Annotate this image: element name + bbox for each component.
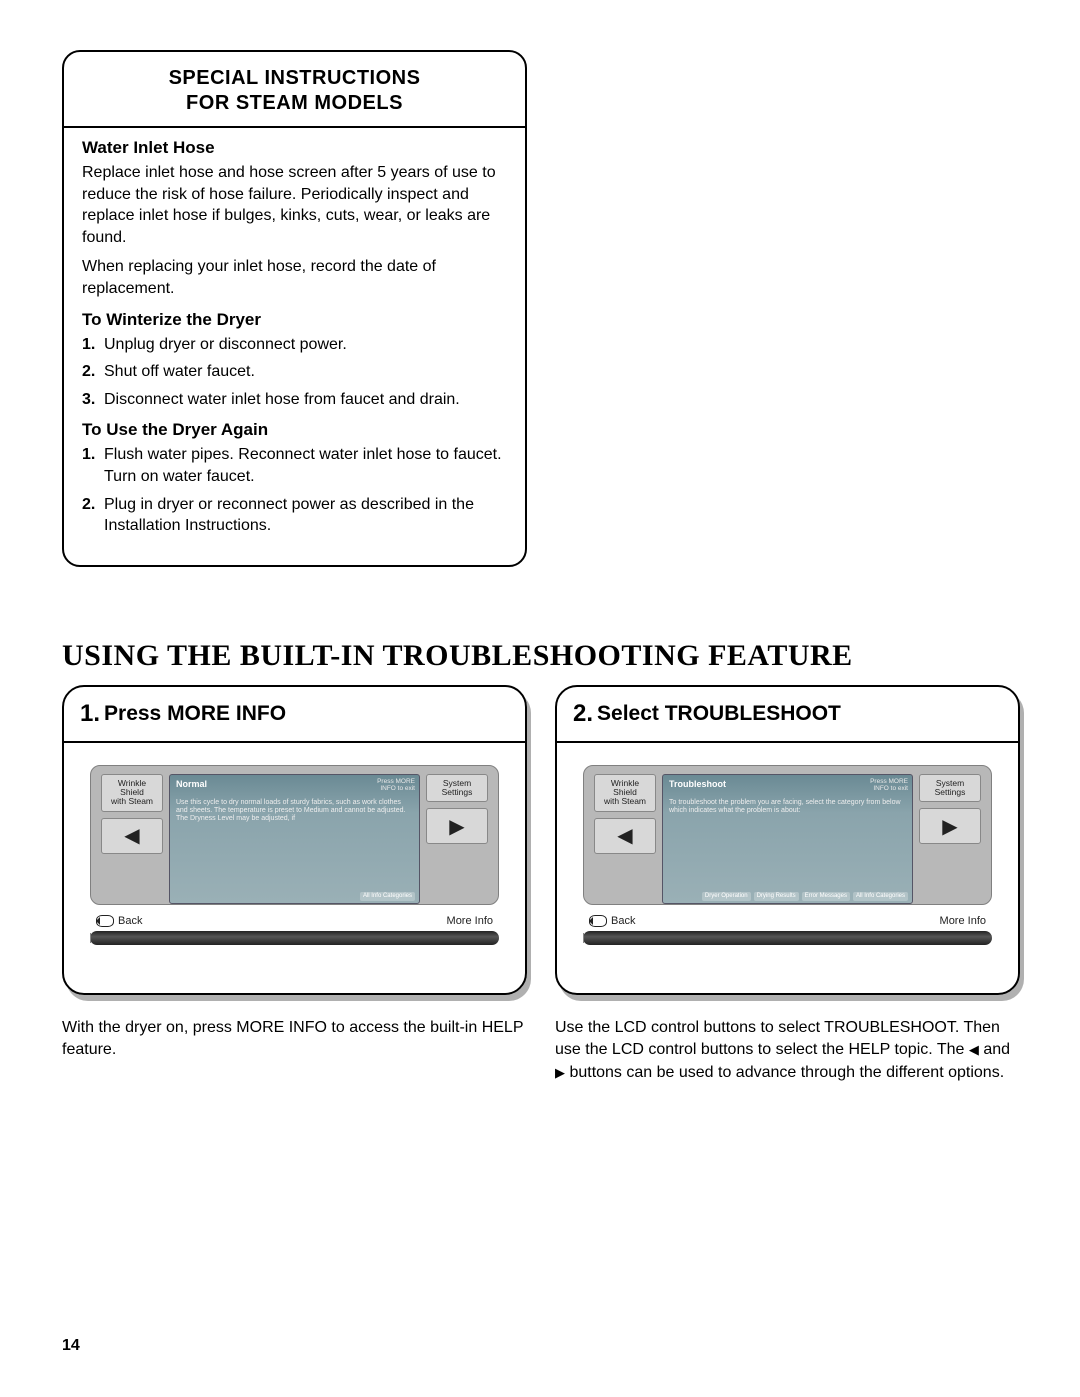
left-side: Wrinkle Shield with Steam ◀ — [594, 774, 656, 904]
panel-num: 1. — [80, 700, 100, 728]
more-info-label: More Info — [940, 915, 986, 927]
lcd-screen: Normal Press MORE INFO to exit Use this … — [169, 774, 420, 904]
lcd-screen: Troubleshoot Press MORE INFO to exit To … — [662, 774, 913, 904]
device-bottom-row: Back More Info — [90, 915, 499, 927]
caption-text: Use the LCD control buttons to select TR… — [555, 1019, 1010, 1081]
panels-row: 1. Press MORE INFO Wrinkle Shield with S… — [62, 685, 1020, 1084]
triangle-left-icon: ◀ — [969, 1042, 979, 1057]
use-again-steps: Flush water pipes. Reconnect water inlet… — [82, 444, 507, 536]
divider — [64, 126, 525, 128]
winterize-steps: Unplug dryer or disconnect power. Shut o… — [82, 334, 507, 411]
panel-body: Wrinkle Shield with Steam ◀ Normal Press… — [64, 743, 525, 945]
triangle-right-icon: ▶ — [555, 1065, 565, 1080]
panel-col-1: 1. Press MORE INFO Wrinkle Shield with S… — [62, 685, 527, 1084]
back-group: Back — [96, 915, 142, 927]
screen-hint: Press MORE INFO to exit — [870, 778, 908, 793]
back-icon — [96, 915, 114, 927]
panel-title: Select TROUBLESHOOT — [597, 702, 841, 726]
para: When replacing your inlet hose, record t… — [82, 256, 507, 299]
subhead-winterize: To Winterize the Dryer — [82, 310, 507, 330]
section-title: USING THE BUILT-IN TROUBLESHOOTING FEATU… — [62, 639, 1020, 673]
left-side: Wrinkle Shield with Steam ◀ — [101, 774, 163, 904]
special-instructions-box: SPECIAL INSTRUCTIONS FOR STEAM MODELS Wa… — [62, 50, 527, 567]
device-bottom-row: Back More Info — [583, 915, 992, 927]
panel-box-2: 2. Select TROUBLESHOOT Wrinkle Shield wi… — [555, 685, 1020, 995]
screen-tab: Drying Results — [754, 892, 799, 901]
screen-hint: Press MORE INFO to exit — [377, 778, 415, 793]
panel-header: 2. Select TROUBLESHOOT — [557, 687, 1018, 743]
panel-caption: Use the LCD control buttons to select TR… — [555, 1017, 1020, 1084]
screen-tabs: All Info Categories — [360, 892, 415, 901]
right-arrow-button[interactable]: ▶ — [919, 808, 981, 844]
panel-title: Press MORE INFO — [104, 702, 286, 726]
screen-tab: All Info Categories — [360, 892, 415, 901]
back-label: Back — [118, 915, 142, 927]
left-arrow-button[interactable]: ◀ — [101, 818, 163, 854]
slider-bar[interactable] — [90, 931, 499, 945]
para: Replace inlet hose and hose screen after… — [82, 162, 507, 248]
wrinkle-shield-label: Wrinkle Shield with Steam — [594, 774, 656, 812]
right-arrow-button[interactable]: ▶ — [426, 808, 488, 844]
more-info-label: More Info — [447, 915, 493, 927]
subhead-use-again: To Use the Dryer Again — [82, 420, 507, 440]
right-side: System Settings ▶ — [919, 774, 981, 904]
wrinkle-shield-label: Wrinkle Shield with Steam — [101, 774, 163, 812]
lcd-device: Wrinkle Shield with Steam ◀ Troubleshoot… — [583, 765, 992, 905]
step: Shut off water faucet. — [82, 361, 507, 383]
panel-header: 1. Press MORE INFO — [64, 687, 525, 743]
back-label: Back — [611, 915, 635, 927]
step: Disconnect water inlet hose from faucet … — [82, 389, 507, 411]
panel-box-1: 1. Press MORE INFO Wrinkle Shield with S… — [62, 685, 527, 995]
instructions-title: SPECIAL INSTRUCTIONS FOR STEAM MODELS — [82, 66, 507, 116]
screen-tabs: Dryer Operation Drying Results Error Mes… — [702, 892, 908, 901]
screen-body: To troubleshoot the problem you are faci… — [669, 799, 906, 815]
left-arrow-button[interactable]: ◀ — [594, 818, 656, 854]
subhead-water-inlet: Water Inlet Hose — [82, 138, 507, 158]
back-icon — [589, 915, 607, 927]
step: Plug in dryer or reconnect power as desc… — [82, 494, 507, 537]
right-side: System Settings ▶ — [426, 774, 488, 904]
step: Unplug dryer or disconnect power. — [82, 334, 507, 356]
system-settings-label: System Settings — [919, 774, 981, 803]
system-settings-label: System Settings — [426, 774, 488, 803]
lcd-device: Wrinkle Shield with Steam ◀ Normal Press… — [90, 765, 499, 905]
panel-caption: With the dryer on, press MORE INFO to ac… — [62, 1017, 527, 1062]
screen-tab: Dryer Operation — [702, 892, 751, 901]
panel-body: Wrinkle Shield with Steam ◀ Troubleshoot… — [557, 743, 1018, 945]
panel-col-2: 2. Select TROUBLESHOOT Wrinkle Shield wi… — [555, 685, 1020, 1084]
page-number: 14 — [62, 1337, 80, 1355]
back-group: Back — [589, 915, 635, 927]
slider-bar[interactable] — [583, 931, 992, 945]
step: Flush water pipes. Reconnect water inlet… — [82, 444, 507, 487]
screen-body: Use this cycle to dry normal loads of st… — [176, 799, 413, 823]
title-line2: FOR STEAM MODELS — [186, 92, 403, 114]
screen-tab: Error Messages — [802, 892, 850, 901]
title-line1: SPECIAL INSTRUCTIONS — [169, 67, 421, 89]
panel-num: 2. — [573, 700, 593, 728]
screen-tab: All Info Categories — [853, 892, 908, 901]
